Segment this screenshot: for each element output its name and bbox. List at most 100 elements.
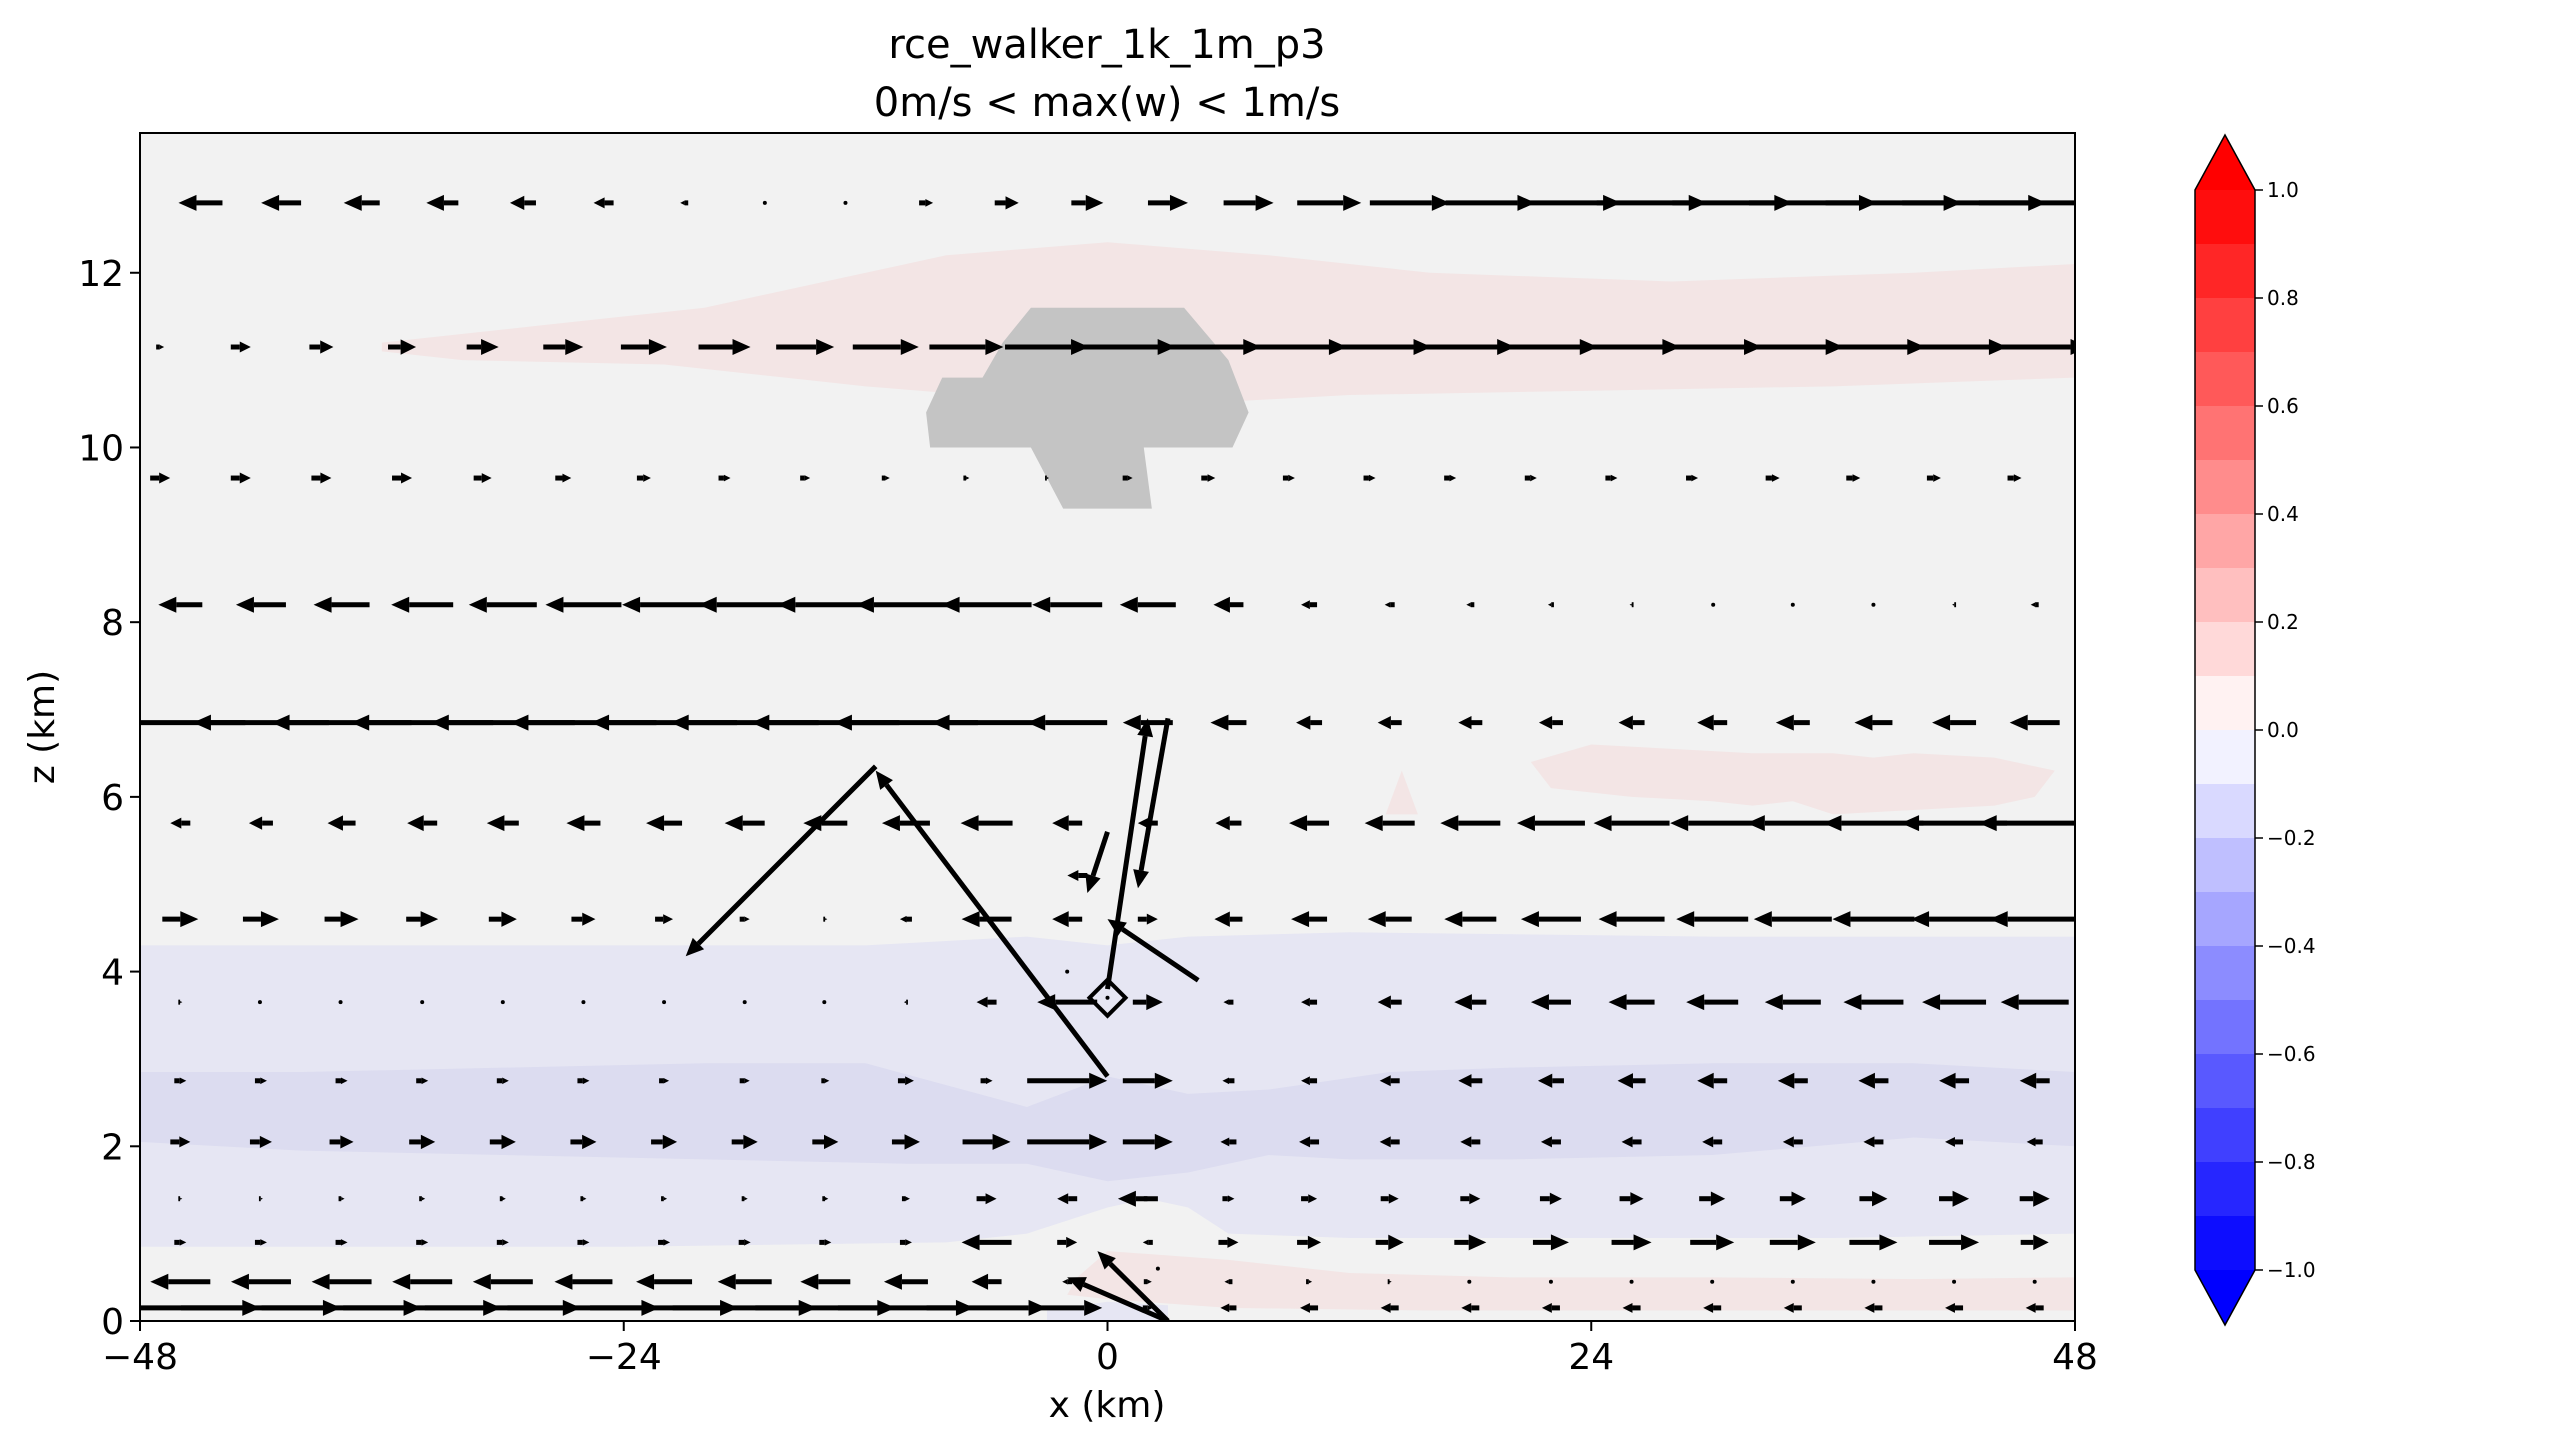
colorbar-bin: [2195, 784, 2255, 839]
wind-vector: [1686, 994, 1739, 1011]
wind-vector: [1363, 474, 1376, 482]
x-tick-label: 48: [2052, 1337, 2098, 1378]
wind-vector: [1301, 997, 1318, 1007]
wind-vector: [1380, 1193, 1399, 1204]
wind-vector: [577, 1077, 590, 1085]
colorbar-bin: [2195, 460, 2255, 515]
wind-vector: [883, 1273, 928, 1290]
wind-vector: [646, 815, 683, 832]
wind-vector: [1854, 714, 1893, 731]
wind-vector: [776, 339, 835, 356]
wind-vector: [961, 911, 1012, 928]
colorbar-tick-label: −0.8: [2267, 1150, 2316, 1174]
wind-vector: [419, 1196, 426, 1202]
contour-stronger-negative-band: [140, 1063, 2075, 1182]
wind-vector: [156, 344, 165, 350]
wind-vector: [2000, 994, 2069, 1011]
wind-vector: [1605, 474, 1618, 482]
wind-vector: [731, 1134, 758, 1150]
wind-vector: [819, 1239, 832, 1246]
wind-vector: [1516, 815, 1585, 832]
wind-vector: [1032, 1299, 1103, 1316]
wind-vector: [1458, 1074, 1483, 1088]
wind-vector: [2026, 1137, 2043, 1147]
colorbar-bin: [2195, 730, 2255, 785]
colorbar-bin: [2195, 1108, 2255, 1163]
wind-vector: [1871, 1279, 1876, 1284]
wind-vector: [1220, 1303, 1237, 1313]
contour-regions: [140, 242, 2075, 1321]
wind-vector: [724, 815, 765, 832]
updraft-vector: [685, 764, 878, 957]
colorbar-extend-max: [2195, 135, 2255, 190]
wind-vector: [1364, 815, 1415, 832]
wind-vector: [1460, 1136, 1481, 1148]
wind-vector: [1137, 913, 1158, 925]
colorbar-bin: [2195, 406, 2255, 461]
wind-vector: [1775, 714, 1810, 731]
wind-vector: [1214, 911, 1243, 927]
wind-vector: [2030, 602, 2039, 608]
y-tick-label: 12: [78, 254, 124, 295]
wind-vector: [963, 475, 970, 481]
wind-vector: [1702, 1136, 1723, 1148]
wind-vector: [718, 474, 731, 482]
wind-vector: [324, 911, 359, 928]
wind-vector: [416, 1077, 429, 1085]
wind-vector: [994, 196, 1019, 210]
wind-vector: [1859, 1191, 1888, 1207]
wind-vector-dot: [2032, 1279, 2037, 1284]
wind-vectors: [140, 194, 2075, 1316]
wind-vector: [1122, 1133, 1173, 1150]
wind-vector: [929, 339, 1004, 356]
colorbar-bin: [2195, 1216, 2255, 1271]
wind-vector: [1945, 1136, 1964, 1147]
wind-vector: [555, 473, 572, 483]
y-tick-label: 8: [101, 603, 124, 644]
wind-vector: [1532, 1234, 1569, 1251]
wind-vector: [622, 596, 707, 613]
wind-vector: [1027, 1072, 1108, 1089]
wind-vector: [1297, 194, 1362, 211]
wind-vector: [1690, 1234, 1735, 1251]
wind-vector: [335, 1077, 348, 1085]
wind-vector: [1608, 994, 1655, 1011]
wind-vector: [1215, 815, 1242, 831]
wind-vector: [1296, 715, 1323, 730]
wind-vector: [1858, 1072, 1889, 1089]
contour-mid-positive-spike: [1385, 770, 1418, 815]
colorbar-bin: [2195, 1054, 2255, 1109]
y-tick-label: 2: [101, 1127, 124, 1168]
wind-vector: [812, 1134, 839, 1150]
wind-vector: [1289, 815, 1330, 832]
wind-vector: [1379, 1136, 1400, 1148]
wind-vector: [581, 1000, 586, 1005]
colorbar-tick-label: 0.4: [2267, 502, 2299, 526]
wind-vector: [1291, 911, 1328, 928]
wind-vector: [741, 1196, 748, 1202]
colorbar: 1.0 0.8 0.6 0.4 0.2 0.0 −0.2 −0.4 −0.6 −0.8 −1.0: [2194, 133, 2316, 1327]
wind-vector: [1147, 194, 1188, 211]
wind-vector-dot: [1790, 1279, 1795, 1284]
wind-vector: [1045, 475, 1050, 481]
wind-vector: [554, 1273, 613, 1290]
updraft-vector-dot: [1155, 1266, 1160, 1271]
wind-vector: [1377, 716, 1402, 730]
wind-vector: [2019, 1072, 2050, 1089]
wind-vector-dot: [338, 1000, 343, 1005]
wind-vector: [1670, 815, 1755, 832]
wind-vector: [1052, 815, 1083, 832]
wind-vector: [1629, 1279, 1634, 1284]
wind-vector: [1686, 474, 1699, 482]
wind-vector: [391, 596, 454, 613]
wind-vector: [1132, 994, 1163, 1011]
wind-vector: [1846, 474, 1861, 482]
wind-vector: [1467, 1279, 1472, 1284]
wind-vector: [486, 815, 519, 832]
wind-vector: [1379, 1075, 1400, 1087]
wind-vector: [1945, 1302, 1964, 1313]
colorbar-bin: [2195, 244, 2255, 299]
wind-vector: [1598, 911, 1665, 928]
colorbar-tick-label: −0.2: [2267, 826, 2316, 850]
wind-vector: [406, 911, 439, 928]
